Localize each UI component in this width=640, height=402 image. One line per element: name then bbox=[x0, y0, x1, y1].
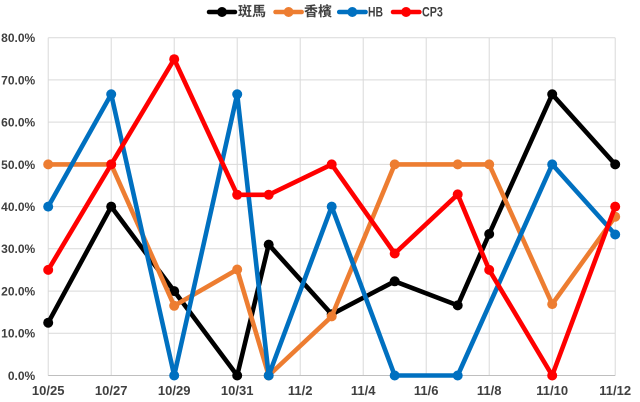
svg-text:11/2: 11/2 bbox=[288, 383, 313, 398]
svg-text:40.0%: 40.0% bbox=[1, 200, 35, 214]
svg-text:60.0%: 60.0% bbox=[1, 115, 35, 129]
svg-text:11/12: 11/12 bbox=[599, 383, 631, 398]
svg-text:10/29: 10/29 bbox=[158, 383, 191, 398]
svg-text:70.0%: 70.0% bbox=[1, 73, 35, 87]
svg-text:10.0%: 10.0% bbox=[1, 327, 35, 341]
svg-text:10/27: 10/27 bbox=[95, 383, 128, 398]
svg-text:80.0%: 80.0% bbox=[1, 31, 35, 45]
svg-text:10/25: 10/25 bbox=[32, 383, 65, 398]
svg-text:CP3: CP3 bbox=[422, 5, 443, 20]
svg-text:11/8: 11/8 bbox=[477, 383, 502, 398]
svg-text:20.0%: 20.0% bbox=[1, 284, 35, 298]
svg-text:30.0%: 30.0% bbox=[1, 242, 35, 256]
svg-text:HB: HB bbox=[368, 5, 383, 20]
svg-text:11/4: 11/4 bbox=[351, 383, 376, 398]
svg-text:11/6: 11/6 bbox=[414, 383, 439, 398]
svg-text:0.0%: 0.0% bbox=[8, 369, 36, 383]
svg-text:11/10: 11/10 bbox=[536, 383, 568, 398]
svg-text:10/31: 10/31 bbox=[221, 383, 254, 398]
svg-text:50.0%: 50.0% bbox=[1, 158, 35, 172]
